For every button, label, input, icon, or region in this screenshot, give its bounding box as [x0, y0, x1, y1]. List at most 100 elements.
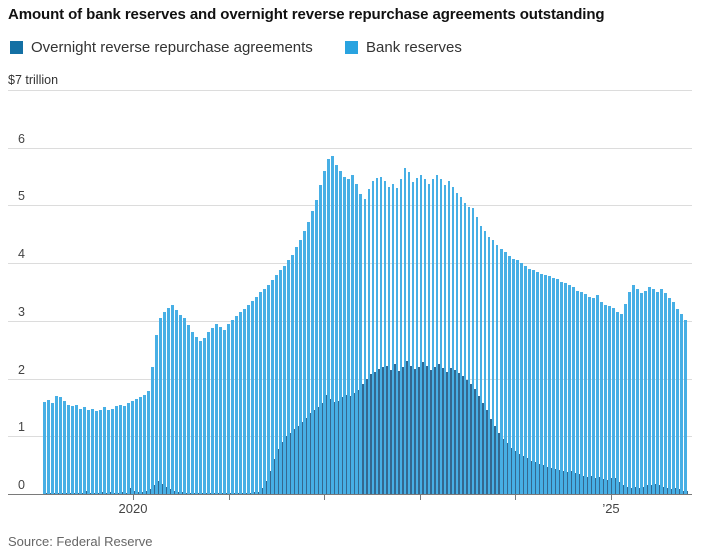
- y-tick-label: 0: [18, 478, 25, 492]
- y-tick-label: 1: [18, 420, 25, 435]
- bank-reserves-bar: [655, 292, 659, 494]
- bank-reserves-bar: [443, 185, 447, 494]
- bank-reserves-bar: [171, 304, 174, 494]
- bank-reserves-bar: [383, 181, 387, 494]
- bank-reserves-bar: [287, 260, 291, 494]
- bank-reserves-bar: [183, 317, 187, 494]
- bank-reserves-bar: [319, 185, 323, 494]
- bank-reserves-bar: [143, 394, 146, 494]
- bank-reserves-bar: [627, 292, 631, 494]
- legend-item-onrrp: Overnight reverse repurchase agreements: [10, 38, 313, 56]
- bank-reserves-bar: [543, 274, 547, 494]
- bank-reserves-bar: [311, 211, 315, 494]
- bank-reserves-bar: [47, 399, 50, 494]
- bank-reserves-bar: [507, 256, 511, 494]
- bank-reserves-bar: [223, 329, 227, 494]
- bank-reserves-bar: [535, 271, 539, 494]
- bank-reserves-bar: [135, 398, 138, 494]
- gridline: [8, 147, 692, 149]
- bank-reserves-bar: [299, 240, 303, 494]
- bank-reserves-bar: [583, 294, 587, 494]
- bank-reserves-bar: [523, 266, 527, 494]
- bank-reserves-bar: [515, 260, 519, 494]
- bank-reserves-bar: [571, 287, 575, 494]
- bank-reserves-bar: [87, 410, 90, 494]
- bank-reserves-bar: [147, 391, 150, 494]
- bank-reserves-bar: [295, 247, 299, 494]
- bank-reserves-bar: [103, 407, 106, 494]
- bank-reserves-bar: [155, 335, 158, 494]
- bank-reserves-bar: [127, 402, 130, 494]
- bank-reserves-bar: [175, 310, 178, 494]
- bank-reserves-bar: [551, 277, 555, 494]
- bank-reserves-bar: [327, 159, 331, 494]
- bank-reserves-bar: [339, 170, 343, 494]
- bank-reserves-bar: [379, 176, 383, 494]
- bank-reserves-bar: [643, 290, 647, 494]
- bank-reserves-bar: [635, 289, 639, 494]
- bank-reserves-bar: [395, 188, 399, 494]
- bank-reserves-bar: [119, 404, 122, 494]
- bank-reserves-bar: [639, 293, 643, 494]
- bank-reserves-bar: [195, 337, 199, 494]
- x-tick: [324, 495, 326, 500]
- bank-reserves-bar: [111, 408, 114, 494]
- y-axis-unit-label: $7 trillion: [8, 73, 59, 87]
- bank-reserves-bar: [667, 297, 671, 494]
- bank-reserves-bar: [595, 295, 599, 494]
- legend-item-bank-reserves: Bank reserves: [345, 38, 462, 56]
- bank-reserves-bar: [527, 268, 531, 494]
- bank-reserves-bar: [231, 319, 235, 494]
- bank-reserves-bar: [575, 290, 579, 494]
- bank-reserves-bar: [239, 312, 243, 494]
- bank-reserves-bar: [215, 323, 219, 494]
- bank-reserves-bar: [603, 304, 607, 494]
- bank-reserves-bar: [403, 167, 407, 494]
- x-tick: [133, 495, 134, 500]
- bank-reserves-bar: [331, 156, 335, 494]
- bank-reserves-bar: [123, 406, 126, 494]
- bank-reserves-bar: [159, 317, 162, 494]
- y-tick-label: 6: [18, 131, 25, 146]
- bank-reserves-bar: [243, 309, 247, 494]
- bank-reserves-bar: [99, 410, 102, 494]
- bank-reserves-bar: [419, 175, 423, 494]
- bank-reserves-bar: [131, 400, 134, 494]
- bank-reserves-bar: [95, 411, 98, 494]
- x-tick: [419, 495, 421, 500]
- bank-reserves-bar: [163, 312, 166, 494]
- bank-reserves-bar: [115, 406, 118, 494]
- bank-reserves-bar: [511, 258, 515, 494]
- legend-label-bank-reserves: Bank reserves: [366, 38, 462, 56]
- bank-reserves-bar: [555, 279, 559, 494]
- chart-title: Amount of bank reserves and overnight re…: [8, 6, 605, 23]
- bank-reserves-bar: [663, 293, 667, 494]
- bank-reserves-bar: [51, 402, 54, 494]
- bank-reserves-bar: [451, 186, 455, 494]
- bank-reserves-bar: [323, 170, 327, 494]
- bank-reserves-bar: [459, 196, 463, 494]
- bank-reserves-bar: [67, 404, 70, 494]
- y-tick-label: 4: [18, 247, 25, 262]
- bank-reserves-bar: [599, 302, 603, 494]
- bank-reserves-bar: [203, 338, 207, 494]
- bank-reserves-bar: [431, 179, 435, 494]
- onrrp-legend-swatch-icon: [10, 40, 23, 54]
- bank-reserves-bar: [471, 208, 475, 494]
- bank-reserves-bar: [423, 179, 427, 494]
- bank-reserves-bar: [307, 221, 311, 494]
- x-axis-line: [8, 494, 692, 495]
- bank-reserves-bar: [267, 285, 271, 494]
- bank-reserves-bar: [539, 273, 543, 494]
- bank-reserves-bar: [335, 165, 339, 494]
- bank-reserves-bar: [343, 176, 347, 494]
- y-tick-label: 3: [18, 304, 25, 319]
- bank-reserves-bar: [259, 292, 263, 494]
- bank-reserves-bar: [207, 332, 211, 494]
- bank-reserves-bar: [659, 289, 663, 494]
- y-tick-label: 2: [18, 362, 25, 377]
- bank-reserves-bar: [495, 244, 499, 494]
- bank-reserves-bar: [371, 181, 375, 494]
- bank-reserves-bar: [107, 409, 110, 494]
